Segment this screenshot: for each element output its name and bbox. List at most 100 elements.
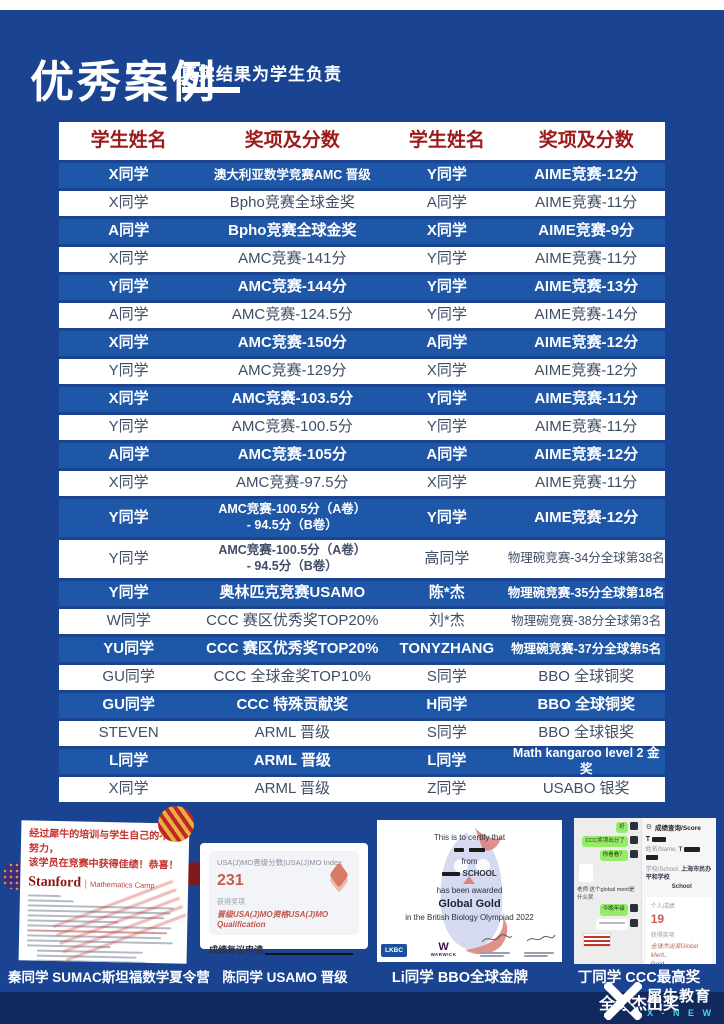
- student-name-cell: Y同学: [108, 418, 149, 436]
- chat-row: 好: [577, 822, 638, 834]
- award-score-cell: 物理碗竞赛-35分全球第18名: [507, 585, 665, 600]
- chat-question: 老师 这个global merit是什么奖: [577, 887, 635, 902]
- certificate-usamo-score-card: USA(J)MO晋级分数|USA(J)MO Index 231 获得奖项 晋级U…: [200, 843, 368, 955]
- signatures: [479, 932, 558, 957]
- certificate-ccc-chat-screenshot: 好 CCC奖项出分了 你看看？ 老师 这个global merit是什么奖 今晚…: [574, 818, 716, 964]
- student-name-cell: X同学: [426, 474, 467, 492]
- table-row: YU同学 CCC 赛区优秀奖TOP20% TONYZHANG 物理碗竞赛-37分全球第…: [59, 637, 665, 662]
- column-header-student-name: 学生姓名: [90, 130, 167, 152]
- table-row: W同学 CCC 赛区优秀奖TOP20% 刘*杰 物理碗竞赛-38分全球第3名: [59, 609, 665, 634]
- certify-line: This is to certify that: [433, 833, 506, 842]
- student-name-cell: TONYZHANG: [399, 640, 495, 658]
- table-row: A同学 AMC竞赛-105分 A同学 AIME竞赛-12分: [59, 443, 665, 468]
- table-row: Y同学 AMC竞赛-100.5分（A卷） - 94.5分（B卷） Y同学 AIME竞赛…: [59, 499, 665, 537]
- table-row: X同学 AMC竞赛-141分 Y同学 AIME竞赛-11分: [59, 247, 665, 272]
- award-score-cell: 物理碗竞赛-34分全球第38名: [507, 551, 665, 566]
- student-name-cell: Y同学: [426, 390, 467, 408]
- award-table: 学生姓名 奖项及分数 学生姓名 奖项及分数 X同学 澳大利亚数学竞赛AMC 晋级 Y…: [59, 122, 665, 802]
- table-row: X同学 ARML 晋级 Z同学 USABO 银奖: [59, 777, 665, 802]
- student-name-cell: Z同学: [427, 780, 467, 798]
- score-panel: ⚙ 成绩查询/Score T 姓名/Name: T 学校/School: 上海市…: [640, 818, 716, 964]
- award-score-cell: AIME竞赛-12分: [534, 334, 639, 352]
- table-row: Y同学 AMC竞赛-144分 Y同学 AIME竞赛-13分: [59, 275, 665, 300]
- award-score-cell: Math kangaroo level 2 金奖: [512, 745, 660, 776]
- global-gold-award: Global Gold: [438, 898, 501, 910]
- index-label: USA(J)MO晋级分数|USA(J)MO Index: [217, 858, 342, 867]
- table-row: GU同学 CCC 全球金奖TOP10% S同学 BBO 全球铜奖: [59, 665, 665, 690]
- award-score-cell: AIME竞赛-12分: [534, 166, 639, 184]
- award-score-cell: AMC竞赛-100.5分: [231, 418, 353, 436]
- award-score-cell: AMC竞赛-105分: [237, 446, 347, 464]
- award-score-cell: AIME竞赛-13分: [534, 278, 639, 296]
- chat-bubble: 今晚年级: [599, 904, 628, 916]
- student-name-cell: X同学: [108, 166, 149, 184]
- personal-score-value: 19: [650, 911, 665, 926]
- award-value: 全球杰出奖Global Merit、: [650, 943, 699, 959]
- award-score-cell: CCC 全球金奖TOP10%: [213, 668, 371, 686]
- certificate-bbo-global-gold: This is to certify that from SCHOOL has …: [377, 820, 562, 962]
- award-score-cell: AIME竞赛-12分: [534, 508, 639, 526]
- student-name-cell: Y同学: [426, 278, 467, 296]
- award-score-cell: AIME竞赛-14分: [534, 306, 638, 324]
- student-name-cell: Y同学: [426, 508, 467, 526]
- gear-icon: ⚙: [645, 824, 653, 831]
- award-score-cell: ARML 晋级: [253, 752, 331, 770]
- congrats-headline-line1: 经过犀牛的培训与学生自己的不懈努力，: [28, 828, 180, 855]
- student-name-cell: 刘*杰: [428, 612, 465, 630]
- chat-row: 你看看？: [577, 850, 638, 862]
- student-name-cell: A同学: [108, 446, 150, 464]
- certificate-stanford-letter: 经过犀牛的培训与学生自己的不懈努力， 该学员在竞赛中获得佳绩！恭喜！ Stanf…: [18, 820, 190, 964]
- award-score-cell: AMC竞赛-97.5分: [236, 474, 349, 492]
- student-name-cell: Y同学: [108, 362, 149, 380]
- award-score-cell: ARML 晋级: [254, 780, 330, 798]
- award-score-cell: AIME竞赛-12分: [534, 362, 638, 380]
- award-score-cell: CCC 赛区优秀奖TOP20%: [206, 612, 379, 630]
- chat-sticker: [579, 864, 593, 883]
- student-name-cell: X同学: [108, 334, 149, 352]
- student-name-cell: A同学: [108, 222, 150, 240]
- award-score-cell: USABO 银奖: [542, 780, 630, 798]
- student-name-cell: Y同学: [108, 508, 149, 526]
- table-row: X同学 AMC竞赛-97.5分 X同学 AIME竞赛-11分: [59, 471, 665, 496]
- column-header-student-name: 学生姓名: [408, 130, 485, 152]
- olympiad-line: in the British Biology Olympiad 2022: [405, 913, 534, 922]
- x-logo-icon: [604, 982, 642, 1020]
- award-score-cell: CCC 特殊贡献奖: [236, 696, 349, 714]
- decorative-striped-circle: [158, 806, 194, 842]
- award-score-cell: AMC竞赛-129分: [238, 362, 347, 380]
- award-score-cell: AMC竞赛-100.5分（A卷） - 94.5分（B卷）: [218, 502, 367, 532]
- award-score-cell: AMC竞赛-144分: [237, 278, 347, 296]
- layers-icon: [329, 862, 349, 893]
- warwick-logo: W WARWICK: [430, 940, 457, 957]
- student-name-cell: X同学: [108, 390, 149, 408]
- name-row: 姓名/Name: T: [645, 846, 712, 863]
- school-row: 学校/School: 上海市民办平和学校 School: [645, 866, 712, 890]
- award-score-cell: AIME竞赛-11分: [535, 194, 638, 212]
- student-name-cell: Y同学: [426, 306, 467, 324]
- table-row: X同学 AMC竞赛-103.5分 Y同学 AIME竞赛-11分: [59, 387, 665, 412]
- caption-qin-sumac: 秦同学 SUMAC斯坦福数学夏令营: [8, 970, 210, 985]
- personal-score-card: 个人成绩 19 获得奖项 全球杰出奖Global Merit、 Gold: [645, 896, 712, 964]
- avatar: [629, 836, 638, 845]
- redacted-name: [385, 845, 554, 854]
- award-score-cell: BBO 全球铜奖: [537, 696, 635, 714]
- student-name-cell: YU同学: [103, 640, 155, 658]
- bottom-dark-band: [0, 992, 724, 1024]
- xnew-brand-logo: 犀牛教育 X - N E W: [604, 982, 714, 1020]
- table-row: STEVEN ARML 晋级 S同学 BBO 全球银奖: [59, 721, 665, 746]
- award-score-cell: AIME竞赛-11分: [535, 474, 638, 492]
- award-score-cell: AIME竞赛-11分: [535, 418, 638, 436]
- award-score-cell: Bpho竞赛全球金奖: [228, 222, 357, 240]
- index-score: 231: [217, 872, 244, 889]
- award-score-cell: AMC竞赛-100.5分（A卷） - 94.5分（B卷）: [218, 543, 367, 573]
- award-label: 获得奖项: [217, 899, 245, 906]
- chat-row: [577, 918, 638, 930]
- student-name-cell: STEVEN: [98, 724, 159, 742]
- signature-2: [523, 932, 558, 957]
- student-name-row: T: [646, 836, 712, 843]
- student-name-cell: Y同学: [426, 166, 467, 184]
- table-body: X同学 澳大利亚数学竞赛AMC 晋级 Y同学 AIME竞赛-12分 X同学 Bpho竞赛全…: [59, 163, 665, 802]
- avatar: [629, 918, 638, 927]
- appeal-row: 成绩复议申请: [209, 943, 359, 956]
